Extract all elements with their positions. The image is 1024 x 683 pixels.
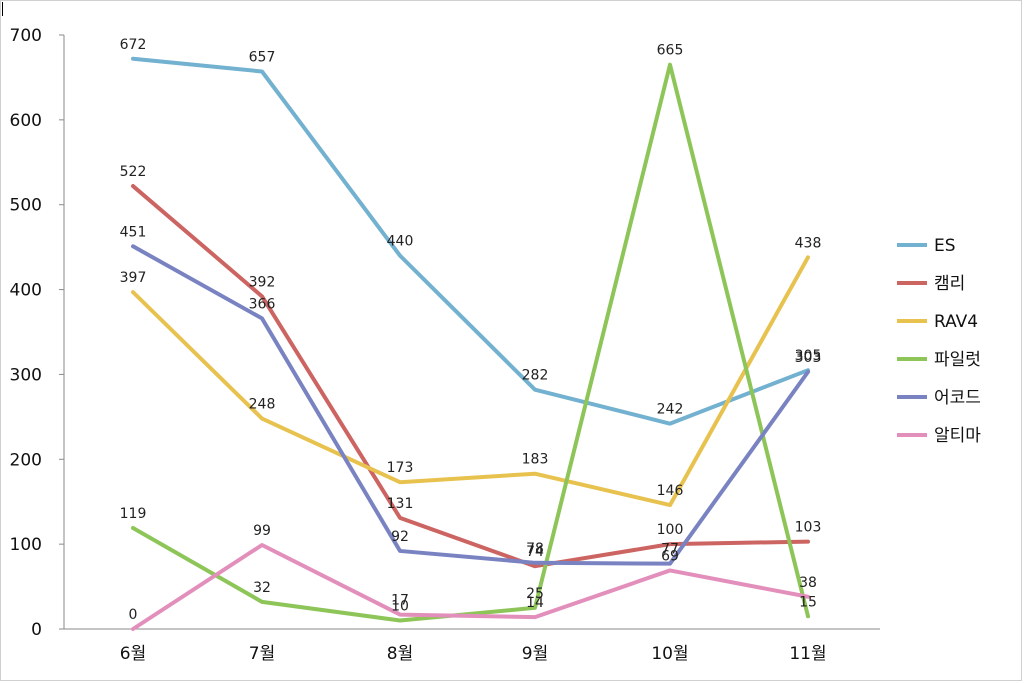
data-label: 32 <box>253 580 271 596</box>
data-label: 183 <box>522 452 549 468</box>
data-label: 173 <box>387 460 414 476</box>
data-label: 242 <box>657 402 684 418</box>
data-label: 14 <box>526 595 544 611</box>
series-line-5 <box>131 244 810 566</box>
data-label: 25 <box>526 586 544 602</box>
series-line-2 <box>131 184 810 569</box>
y-tick-label: 100 <box>10 535 42 555</box>
series-line-1 <box>131 56 810 426</box>
data-label: 103 <box>795 520 822 536</box>
y-tick-label: 700 <box>10 26 42 46</box>
data-label: 366 <box>249 296 276 312</box>
data-label: 38 <box>799 575 817 591</box>
y-tick-label: 300 <box>10 365 42 385</box>
data-label: 99 <box>253 523 271 539</box>
x-tick-label: 9월 <box>522 644 548 664</box>
data-label: 397 <box>120 270 147 286</box>
data-label: 657 <box>249 49 276 65</box>
text-cursor <box>2 2 3 16</box>
legend-label: 캠리 <box>934 274 965 294</box>
legend-label: 알티마 <box>934 426 981 446</box>
data-label: 303 <box>795 350 822 366</box>
data-label: 78 <box>526 541 544 557</box>
y-tick-label: 600 <box>10 111 42 131</box>
y-tick-label: 0 <box>31 620 42 640</box>
y-tick-label: 400 <box>10 281 42 301</box>
data-label: 92 <box>391 529 409 545</box>
x-tick-label: 10월 <box>651 644 688 664</box>
data-label: 119 <box>120 506 147 522</box>
data-label: 522 <box>120 164 147 180</box>
x-tick-label: 7월 <box>249 644 275 664</box>
legend-label: RAV4 <box>934 312 978 332</box>
data-label: 74 <box>526 544 544 560</box>
data-label: 451 <box>120 224 147 240</box>
data-label: 77 <box>661 542 679 558</box>
data-label: 0 <box>129 607 138 623</box>
x-tick-label: 11월 <box>789 644 826 664</box>
data-label: 672 <box>120 37 147 53</box>
data-label: 100 <box>657 522 684 538</box>
data-label: 69 <box>661 548 679 564</box>
legend-label: 파일럿 <box>934 350 981 370</box>
data-label: 438 <box>795 235 822 251</box>
data-label: 305 <box>795 348 822 364</box>
x-tick-label: 8월 <box>387 644 413 664</box>
data-label: 282 <box>522 368 549 384</box>
y-tick-label: 500 <box>10 196 42 216</box>
data-label: 665 <box>657 43 684 59</box>
legend-label: 어코드 <box>934 388 981 408</box>
series-line-6 <box>131 542 810 631</box>
data-label: 15 <box>799 594 817 610</box>
x-tick-label: 6월 <box>120 644 146 664</box>
data-label: 17 <box>391 593 409 609</box>
data-label: 146 <box>657 483 684 499</box>
series-line-3 <box>131 255 810 508</box>
legend-label: ES <box>934 236 956 256</box>
y-tick-label: 200 <box>10 450 42 470</box>
data-label: 440 <box>387 234 414 250</box>
data-label: 10 <box>391 599 409 615</box>
series-line-4 <box>131 62 810 623</box>
data-label: 248 <box>249 397 276 413</box>
series-layer <box>131 56 810 631</box>
data-label: 392 <box>249 274 276 290</box>
data-label: 131 <box>387 496 414 512</box>
